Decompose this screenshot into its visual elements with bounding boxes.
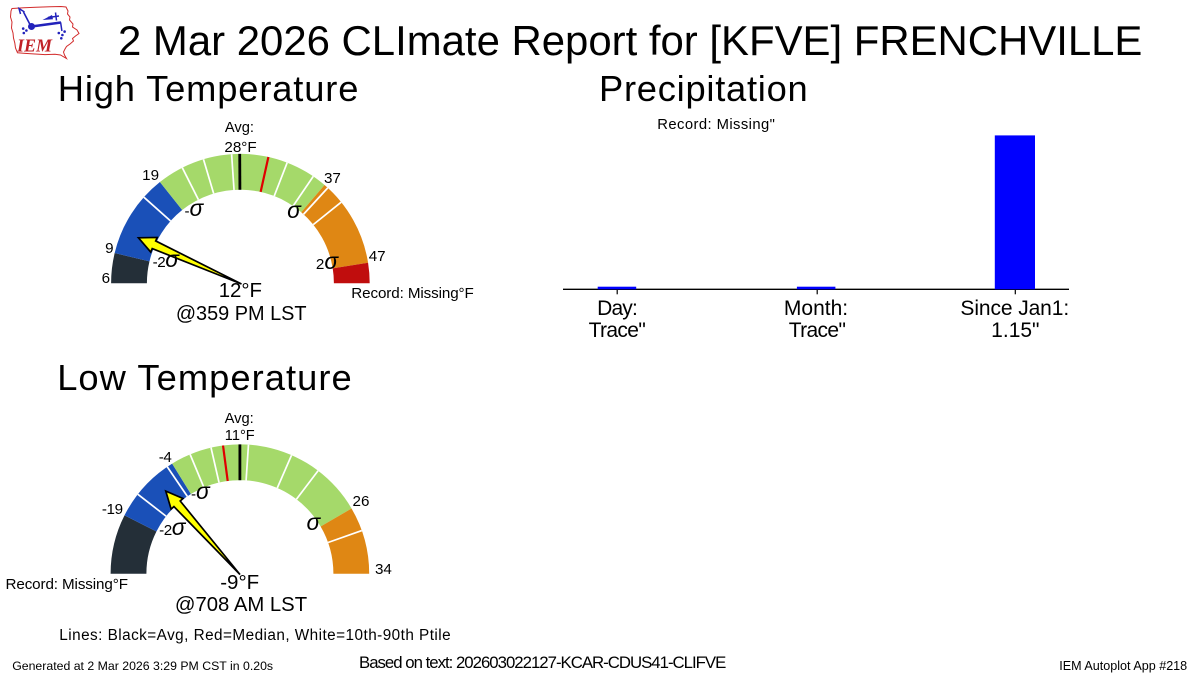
svg-text:IEM: IEM <box>16 36 53 56</box>
